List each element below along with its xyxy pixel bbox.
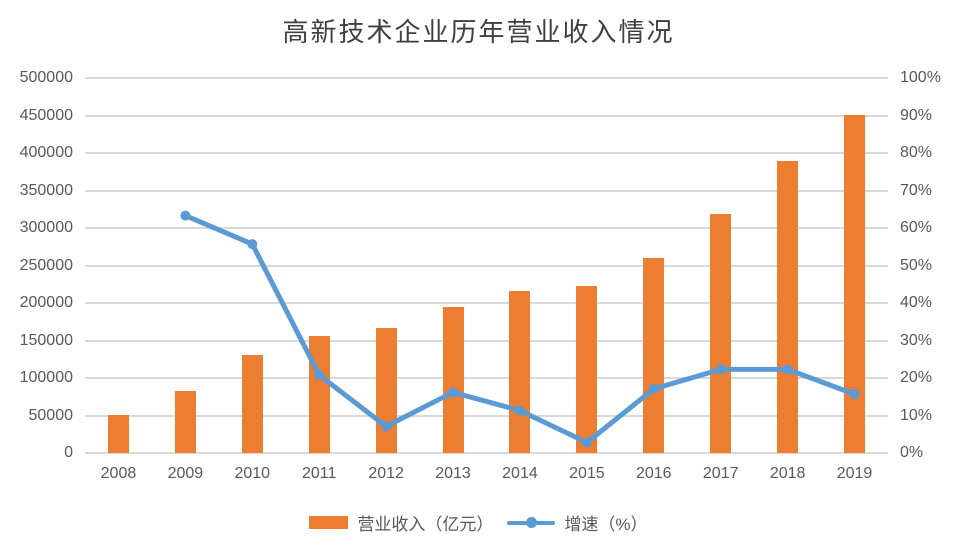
legend-label-growth: 增速（%）	[564, 515, 648, 534]
growth-line-marker	[515, 405, 525, 416]
growth-line-marker	[648, 383, 659, 394]
revenue-bar-swatch-icon	[309, 516, 349, 529]
growth-line-marker	[381, 421, 392, 432]
x-axis-label-2012: 2012	[368, 465, 404, 482]
x-axis-label-2015: 2015	[569, 465, 605, 482]
x-axis-label-2009: 2009	[167, 465, 204, 482]
gridline	[85, 302, 888, 304]
x-axis-label-2016: 2016	[635, 465, 672, 482]
y-axis-right-tick: 80%	[900, 144, 933, 161]
y-axis-right: 100% 90% 80% 70% 60% 50% 40% 30% 20% 10% 0%	[900, 69, 957, 461]
x-axis: 2008 2009 2010 2011 2012 2013 2014 2015 2016 2017…	[85, 463, 888, 485]
y-axis-left-tick: 400000	[19, 144, 73, 161]
y-axis-right-tick: 50%	[900, 257, 933, 274]
y-axis-left-tick: 300000	[19, 219, 73, 236]
y-axis-left-tick: 50000	[28, 407, 74, 424]
line-series-growth	[180, 210, 860, 448]
revenue-bar-2018	[777, 161, 799, 453]
x-axis-label-2018: 2018	[769, 465, 806, 482]
growth-line-marker	[247, 239, 258, 250]
x-axis-label-2010: 2010	[234, 465, 271, 482]
growth-line-marker	[314, 370, 325, 380]
y-axis-right-tick: 40%	[900, 294, 933, 311]
y-axis-left-tick: 100000	[19, 369, 73, 386]
revenue-bar-2010	[241, 355, 263, 453]
y-axis-left-tick: 0	[64, 444, 73, 461]
y-axis-right-tick: 10%	[900, 407, 933, 424]
legend-item-growth: 增速（%）	[507, 510, 648, 535]
y-axis-right-tick: 60%	[900, 219, 933, 236]
y-axis-right-tick: 0%	[900, 444, 924, 461]
legend-item-revenue: 营业收入（亿元）	[309, 510, 493, 535]
y-axis-left-tick: 150000	[19, 332, 73, 349]
revenue-bar-2015	[576, 286, 598, 453]
y-axis-left-tick: 250000	[19, 257, 73, 274]
gridline	[85, 227, 888, 229]
gridline	[85, 115, 888, 117]
growth-line-swatch-dot	[525, 517, 537, 528]
gridline	[85, 415, 888, 417]
x-axis-label-2014: 2014	[502, 465, 538, 482]
gridline	[85, 190, 888, 192]
gridline	[85, 77, 888, 79]
gridline	[85, 377, 888, 379]
x-axis-label-2013: 2013	[435, 465, 471, 482]
revenue-bar-2013	[442, 307, 464, 453]
growth-line-marker	[581, 437, 592, 448]
legend: 营业收入（亿元） 增速（%）	[0, 510, 957, 535]
y-axis-left: 500000 450000 400000 350000 300000 250000 2000…	[0, 69, 74, 461]
growth-line-marker	[849, 389, 860, 400]
y-axis-right-tick: 90%	[900, 107, 933, 124]
revenue-bar-2009	[174, 391, 196, 453]
revenue-bar-2016	[643, 258, 665, 453]
y-axis-left-tick: 450000	[19, 107, 73, 124]
revenue-bar-2008	[107, 415, 129, 453]
chart-title: 高新技术企业历年营业收入情况	[282, 18, 675, 47]
y-axis-left-tick: 500000	[19, 69, 73, 86]
y-axis-right-tick: 20%	[900, 369, 933, 386]
gridline	[85, 152, 888, 154]
gridline	[85, 340, 888, 342]
y-axis-left-tick: 350000	[19, 182, 73, 199]
y-axis-right-tick: 70%	[900, 182, 933, 199]
x-axis-label-2019: 2019	[836, 465, 873, 482]
growth-line-marker	[715, 364, 726, 375]
y-axis-left-tick: 200000	[19, 294, 73, 311]
plot-area	[85, 77, 888, 454]
x-axis-label-2008: 2008	[100, 465, 137, 482]
gridline	[85, 265, 888, 267]
x-axis-label-2017: 2017	[702, 465, 739, 482]
revenue-bar-2017	[710, 214, 732, 453]
growth-line-marker	[782, 364, 793, 375]
gridline	[85, 452, 888, 454]
legend-label-revenue: 营业收入（亿元）	[357, 515, 494, 534]
growth-line-swatch-icon	[507, 516, 556, 529]
y-axis-right-tick: 100%	[900, 69, 941, 86]
y-axis-right-tick: 30%	[900, 332, 933, 349]
growth-line-marker	[448, 387, 458, 398]
growth-line-marker	[180, 210, 191, 221]
revenue-bar-2019	[844, 115, 866, 453]
x-axis-label-2011: 2011	[302, 465, 337, 482]
